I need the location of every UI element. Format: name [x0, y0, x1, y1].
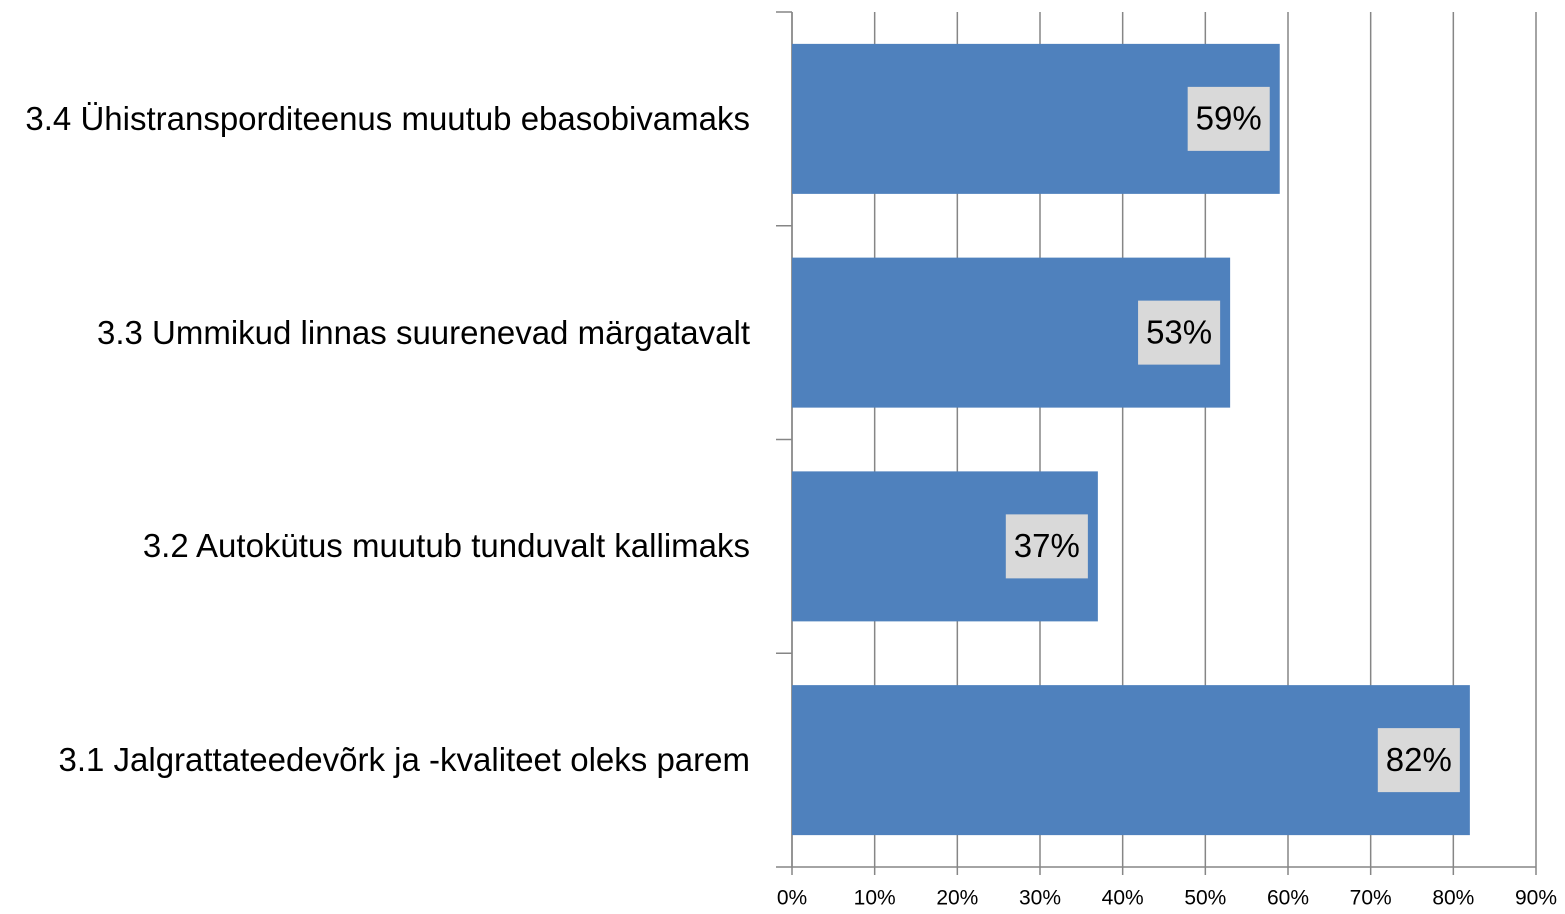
x-tick-label: 30% [1019, 887, 1061, 910]
y-tick-label: 3.3 Ummikud linnas suurenevad märgataval… [97, 313, 750, 351]
category-label-box: 3.3 Ummikud linnas suurenevad märgataval… [97, 226, 750, 440]
x-tick-label: 0% [777, 887, 807, 910]
x-tick-label: 80% [1432, 887, 1474, 910]
category-label-box: 3.2 Autokütus muutub tunduvalt kallimaks [143, 440, 750, 654]
x-tick-label: 90% [1515, 887, 1557, 910]
value-label-box [1138, 300, 1221, 365]
value-label-box [1187, 86, 1270, 151]
x-tick-label: 70% [1350, 887, 1392, 910]
x-tick-label: 10% [854, 887, 896, 910]
x-tick-label: 20% [936, 887, 978, 910]
y-tick-label: 3.1 Jalgrattateedevõrk ja -kvaliteet ole… [58, 741, 750, 779]
x-tick-label: 40% [1102, 887, 1144, 910]
category-label-box: 3.1 Jalgrattateedevõrk ja -kvaliteet ole… [58, 653, 750, 867]
category-label-box: 3.4 Ühistransporditeenus muutub ebasobiv… [25, 12, 750, 226]
value-label-box [1005, 514, 1088, 579]
x-tick-label: 60% [1267, 887, 1309, 910]
value-label: 82% [1386, 741, 1452, 778]
bar [792, 685, 1470, 836]
y-tick-label: 3.4 Ühistransporditeenus muutub ebasobiv… [25, 99, 750, 137]
value-label: 37% [1014, 527, 1080, 564]
value-label: 59% [1196, 100, 1262, 137]
value-label: 53% [1146, 313, 1212, 350]
y-tick-label: 3.2 Autokütus muutub tunduvalt kallimaks [142, 527, 750, 565]
value-label-box [1377, 728, 1460, 793]
x-tick-label: 50% [1184, 887, 1226, 910]
